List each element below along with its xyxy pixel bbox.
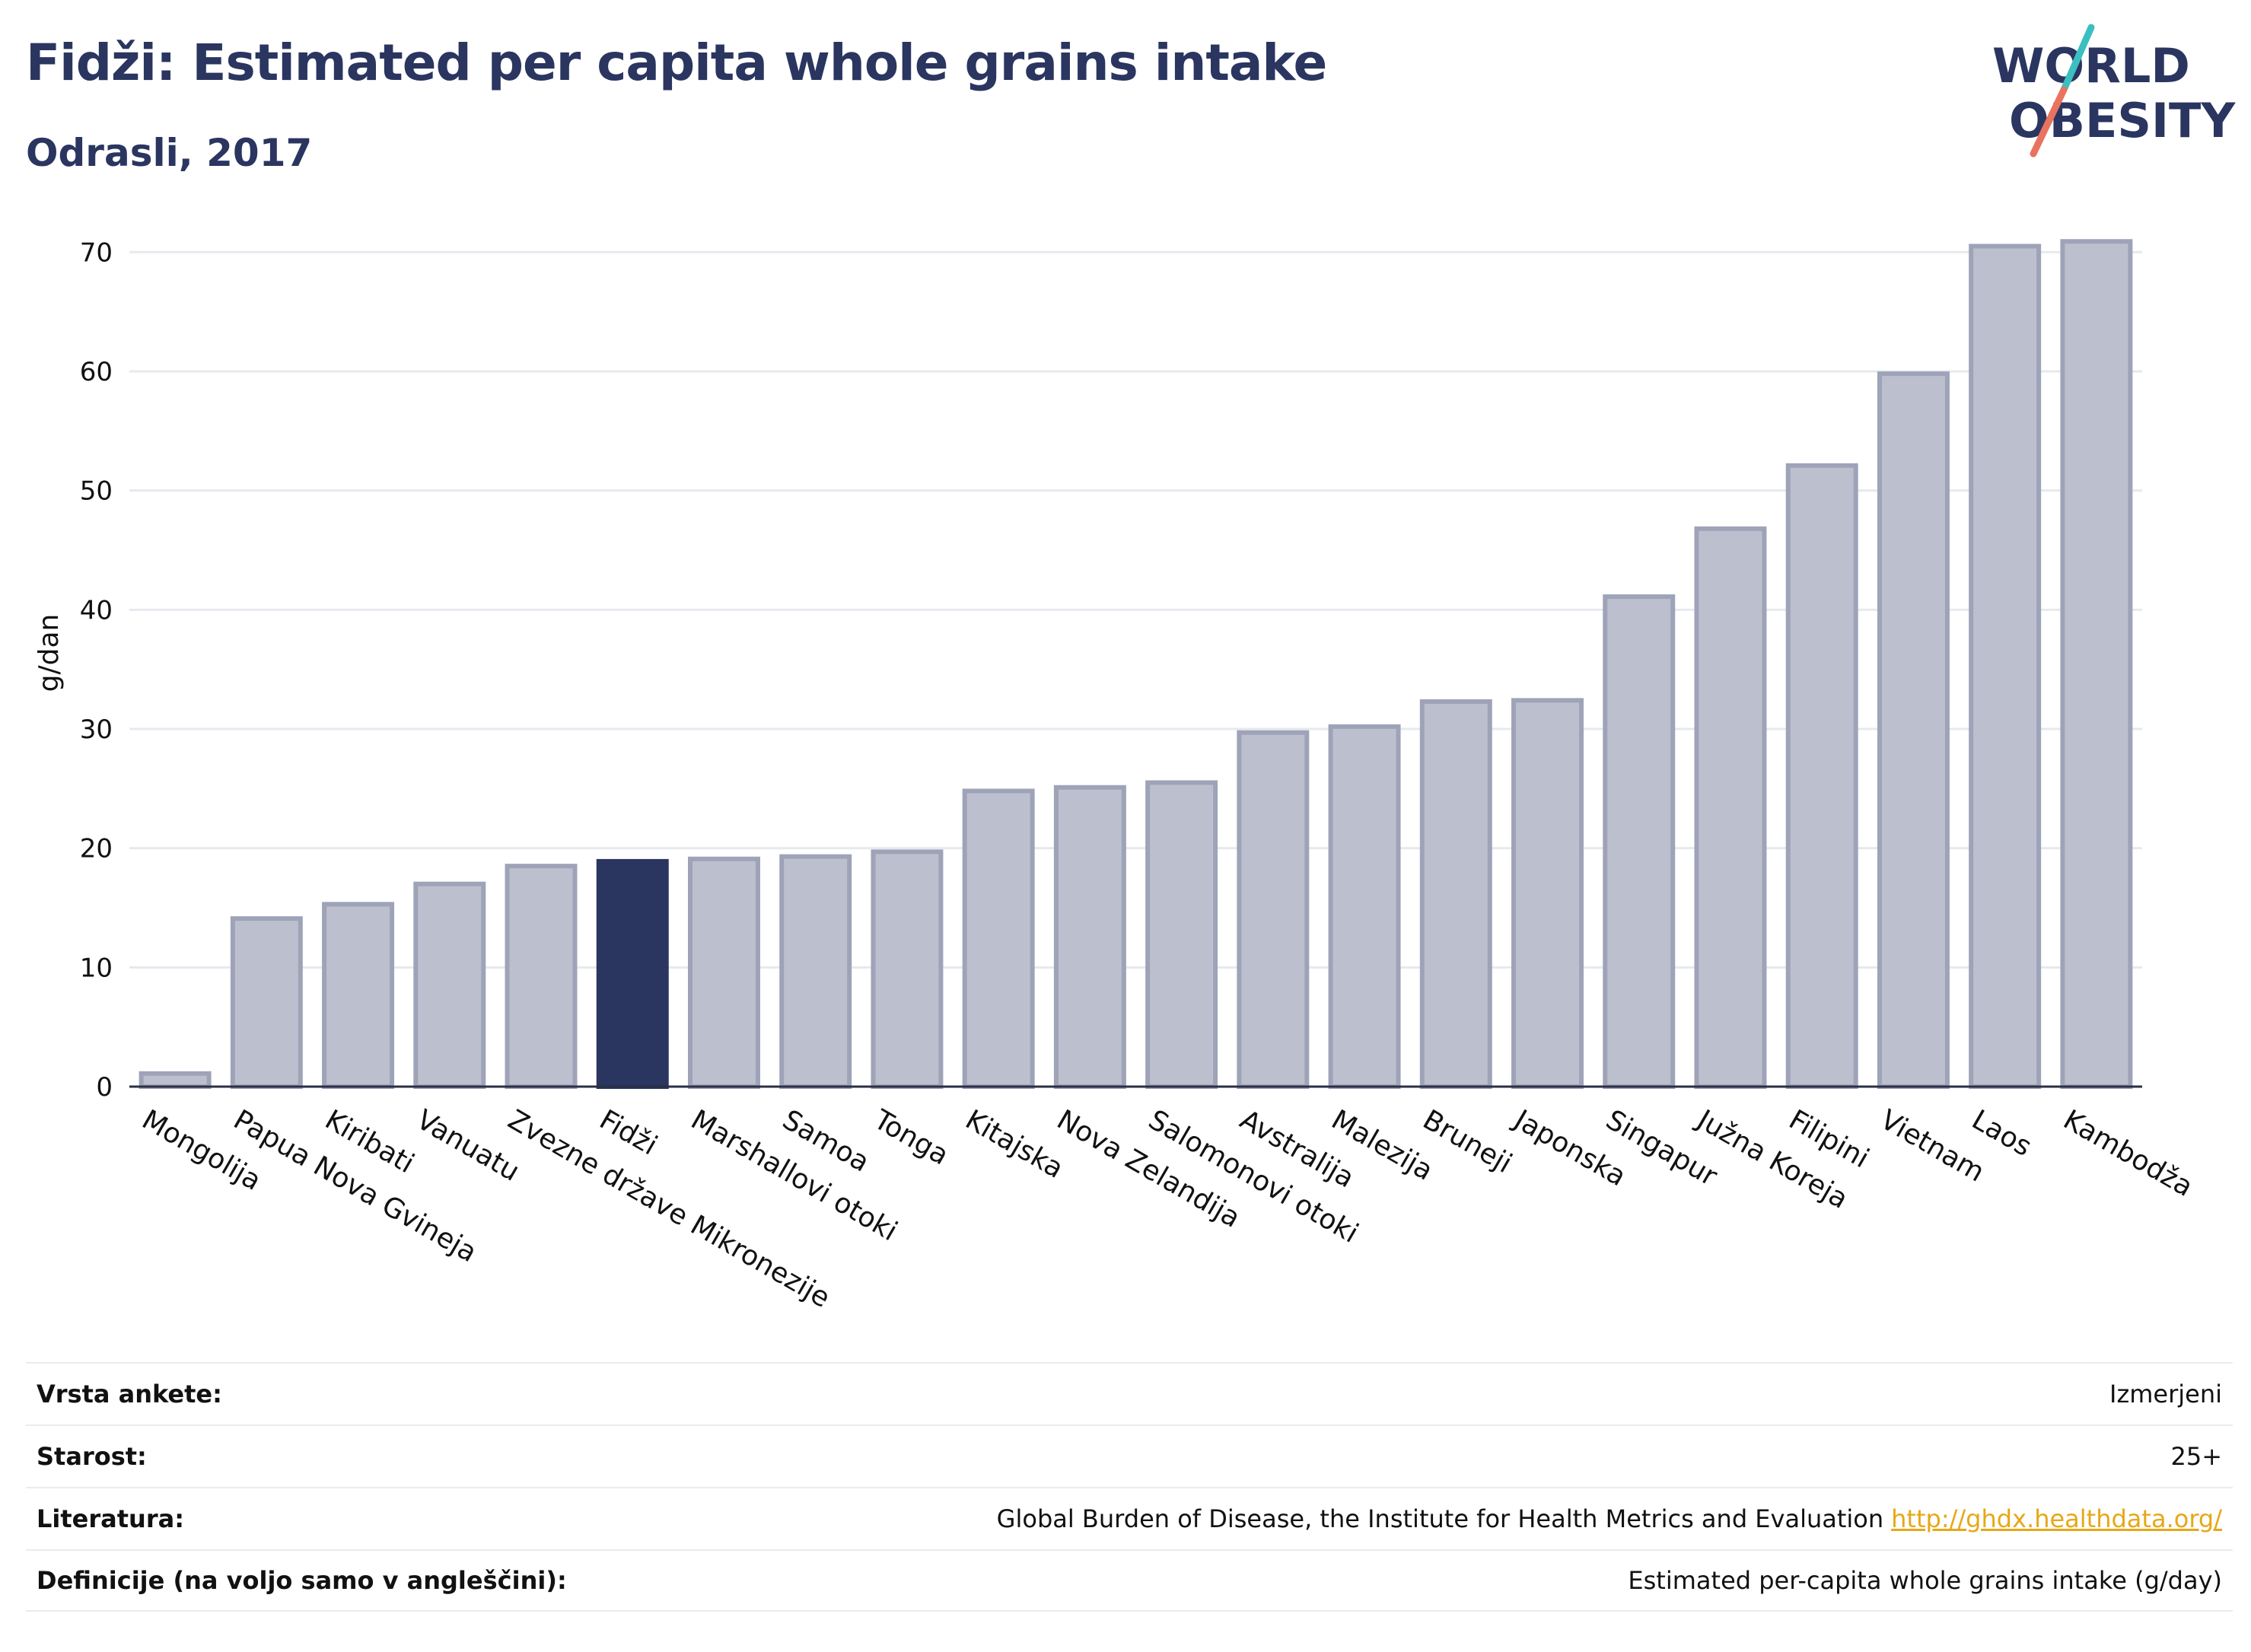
bar [230,916,303,1089]
x-tick-label: Južna Koreja [1691,1103,1853,1215]
info-value: 25+ [2170,1442,2222,1471]
bar [1328,724,1401,1089]
info-row-literature: Literatura: Global Burden of Disease, th… [26,1487,2233,1549]
y-tick-label: 60 [80,357,113,387]
y-tick-label: 40 [80,595,113,625]
x-tick-label: Kambodža [2058,1104,2198,1203]
y-tick-label: 20 [80,834,113,864]
bar [871,849,944,1090]
bar [1877,371,1950,1089]
bar [1145,780,1218,1089]
logo-text-world: WORLD [1992,38,2190,94]
bar [779,854,852,1089]
chart-subtitle: Odrasli, 2017 [26,131,313,175]
info-table: Vrsta ankete: Izmerjeni Starost: 25+ Lit… [26,1362,2233,1612]
bar [687,856,760,1090]
world-obesity-logo: WORLD OBESITY [1992,24,2236,158]
info-row-age: Starost: 25+ [26,1424,2233,1487]
source-link[interactable]: http://ghdx.healthdata.org/ [1891,1504,2222,1533]
bar [1237,730,1310,1089]
info-label: Literatura: [37,1504,184,1533]
info-label: Starost: [37,1442,147,1471]
bar [1694,526,1767,1089]
bar [1419,699,1492,1089]
x-tick-label: Vietnam [1875,1104,1989,1189]
info-row-definitions: Definicije (na voljo samo v angleščini):… [26,1549,2233,1612]
logo-slash-teal [2060,24,2095,94]
info-label: Definicije (na voljo samo v angleščini): [37,1566,567,1595]
x-tick-label: Fidži [594,1104,663,1161]
bar [1969,244,2042,1089]
literature-text: Global Burden of Disease, the Institute … [996,1504,1884,1533]
bar [1053,785,1126,1090]
bar [2060,239,2133,1090]
bar-highlighted [596,858,669,1090]
logo-slash-coral [2030,86,2068,158]
bar [138,1071,212,1090]
bar [505,864,578,1089]
info-value: Izmerjeni [2109,1380,2222,1408]
bars [138,239,2133,1090]
bar [1603,594,1676,1089]
y-tick-label: 0 [96,1072,113,1103]
info-row-survey-type: Vrsta ankete: Izmerjeni [26,1362,2233,1424]
info-value: Estimated per-capita whole grains intake… [1628,1566,2222,1595]
x-tick-label: Tonga [868,1104,954,1172]
info-value-literature: Global Burden of Disease, the Institute … [997,1504,2222,1533]
y-tick-label: 10 [80,953,113,983]
x-tick-label: Vanuatu [411,1104,524,1188]
bar [1511,698,1584,1090]
bar [1785,463,1858,1089]
info-label: Vrsta ankete: [37,1380,222,1408]
chart-title: Fidži: Estimated per capita whole grains… [26,33,1327,92]
bar [962,788,1035,1089]
y-axis-label: g/dan [33,614,65,692]
y-tick-label: 70 [80,237,113,268]
y-tick-label: 50 [80,476,113,507]
y-tick-labels: 0 10 20 30 40 50 60 70 [80,237,113,1103]
bar [322,902,395,1090]
y-tick-label: 30 [80,715,113,745]
bar [413,881,486,1089]
x-tick-label: Kitajska [960,1104,1068,1185]
